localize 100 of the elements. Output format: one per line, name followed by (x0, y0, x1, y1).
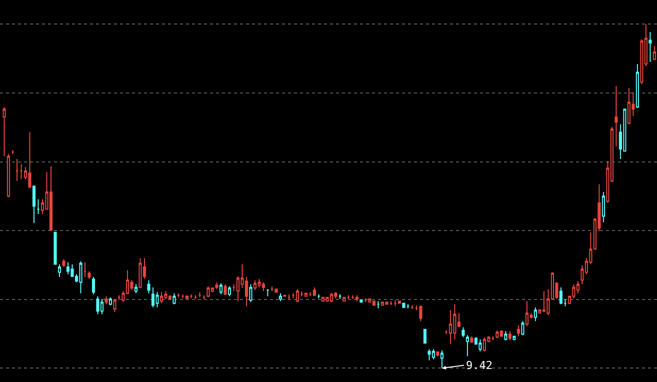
candlestick (351, 294, 354, 300)
candlestick (512, 336, 516, 341)
candlestick (364, 298, 368, 303)
candlestick (138, 258, 142, 289)
candlestick (436, 350, 440, 357)
candlestick (270, 286, 274, 292)
candlestick (258, 278, 261, 288)
candlestick (491, 336, 494, 341)
candlestick (194, 294, 198, 300)
candlestick (559, 286, 562, 305)
candlestick (419, 306, 422, 322)
candlestick (83, 262, 87, 278)
candlestick (15, 158, 19, 182)
candlestick (262, 282, 266, 292)
candlestick (326, 296, 329, 302)
candlestick (202, 294, 206, 300)
candlestick (168, 294, 172, 300)
candlestick (58, 264, 62, 278)
candlestick (88, 270, 91, 280)
candlestick (176, 292, 180, 298)
candlestick (410, 304, 414, 310)
candlestick (304, 292, 308, 297)
candlestick (508, 330, 512, 341)
candlestick (380, 302, 384, 306)
candlestick (224, 284, 227, 296)
candlestick (496, 330, 499, 339)
candlestick (338, 294, 342, 300)
candlestick (516, 324, 520, 337)
candlestick (62, 258, 66, 268)
candlestick (28, 132, 32, 188)
annotation: 9.42 (466, 359, 492, 372)
candlestick (266, 288, 270, 297)
candlestick (198, 292, 202, 298)
candlestick (389, 300, 393, 306)
candlestick (292, 292, 295, 299)
candlestick (190, 294, 193, 299)
candlestick (423, 328, 427, 344)
candlestick (402, 302, 406, 308)
candlestick (104, 296, 108, 305)
candlestick (2, 106, 6, 157)
candlestick (54, 232, 57, 265)
candlestick (151, 286, 155, 308)
candlestick (462, 326, 465, 338)
candlestick (317, 294, 320, 299)
candlestick (172, 292, 176, 305)
candlestick (66, 262, 70, 275)
candlestick (92, 276, 96, 295)
candlestick (79, 260, 82, 294)
candlestick (11, 150, 14, 155)
candlestick (466, 334, 470, 357)
candlestick (432, 348, 436, 360)
candlestick (160, 292, 164, 304)
candlestick (312, 286, 316, 297)
candlestick (181, 294, 184, 299)
candlestick (334, 292, 338, 299)
candlestick (440, 350, 444, 369)
candlestick (215, 282, 218, 290)
candlestick (185, 294, 189, 299)
candlestick (372, 300, 376, 306)
candlestick (470, 336, 474, 343)
candlestick (321, 296, 325, 302)
candlestick (274, 288, 278, 293)
candlestick (156, 292, 159, 308)
candlestick (368, 298, 372, 303)
candlestick (614, 86, 618, 147)
candlestick (478, 338, 482, 352)
candlestick (147, 280, 150, 294)
candlestick (70, 264, 74, 278)
candlestick (228, 286, 232, 297)
candlestick (219, 282, 223, 295)
candlestick (398, 300, 402, 304)
candlestick (428, 348, 431, 361)
candlestick (385, 302, 388, 305)
candlestick (249, 284, 252, 303)
candlestick (330, 292, 334, 303)
candlestick (278, 292, 282, 302)
candlestick (406, 304, 410, 309)
candlestick (346, 294, 350, 300)
candlestick (100, 298, 104, 315)
candlestick (49, 166, 53, 231)
candlestick (287, 294, 291, 301)
candlestick (96, 296, 100, 315)
candlestick (360, 300, 363, 303)
candlestick (36, 198, 40, 215)
candlestick (355, 294, 359, 302)
candlestick (504, 330, 508, 341)
candlestick (376, 300, 380, 309)
candlestick (20, 164, 23, 180)
candlestick (342, 296, 346, 302)
candlestick (648, 32, 652, 62)
candlestick (206, 286, 210, 298)
candlestick (394, 300, 397, 307)
candlestick (113, 298, 116, 313)
candlestick (6, 154, 10, 198)
candlestick (164, 290, 168, 300)
candlestick (453, 304, 456, 340)
candlestick (308, 292, 312, 297)
candlestick (117, 294, 121, 301)
candlestick (500, 330, 503, 337)
candlestick (296, 288, 300, 303)
